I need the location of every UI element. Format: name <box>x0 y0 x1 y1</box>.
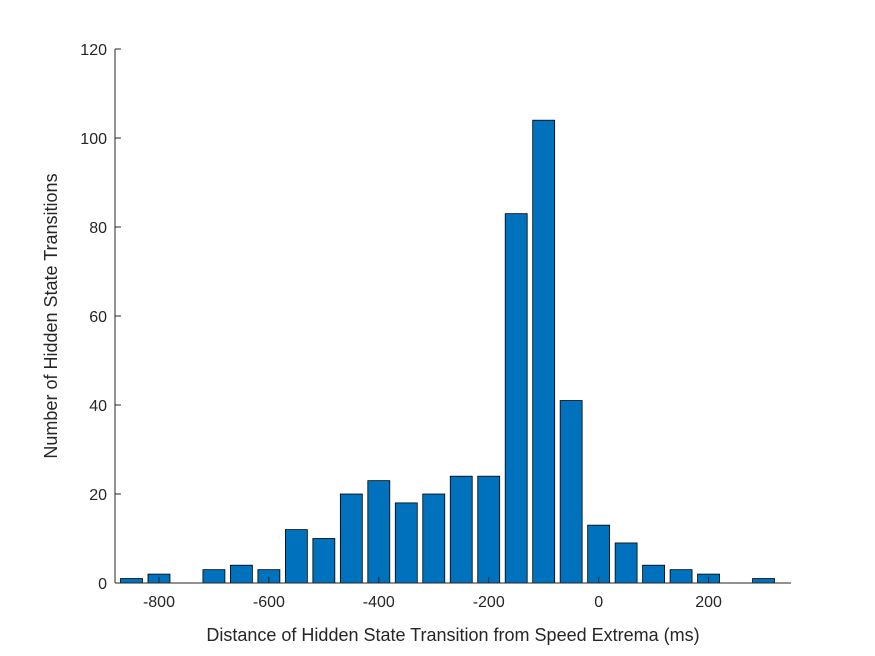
x-tick-label: -400 <box>363 594 395 611</box>
histogram-bar <box>642 564 665 584</box>
x-axis-label: Distance of Hidden State Transition from… <box>206 625 699 645</box>
y-tick-label: 40 <box>89 398 107 415</box>
y-tick-label: 80 <box>89 220 107 237</box>
histogram-bar <box>559 400 583 584</box>
y-axis-label: Number of Hidden State Transitions <box>41 173 61 458</box>
y-tick-label: 20 <box>89 487 107 504</box>
x-tick-label: -200 <box>473 594 505 611</box>
histogram-bar <box>422 493 446 584</box>
x-tick-label: -800 <box>143 594 175 611</box>
x-tick-label: -600 <box>253 594 285 611</box>
y-tick-label: 0 <box>98 576 107 593</box>
y-tick-label: 120 <box>80 42 107 59</box>
histogram-bar <box>312 538 336 584</box>
x-tick-label: 0 <box>594 594 603 611</box>
histogram-bar <box>477 475 501 584</box>
histogram-bar <box>394 502 418 584</box>
histogram-bar <box>449 475 473 584</box>
histogram-bar <box>532 119 556 584</box>
x-tick-label: 200 <box>695 594 722 611</box>
histogram-bar <box>339 493 363 584</box>
y-tick-label: 100 <box>80 131 107 148</box>
histogram-bar <box>587 524 611 584</box>
histogram-bar <box>669 569 693 584</box>
histogram-bar <box>230 564 253 584</box>
histogram-bar <box>284 529 308 584</box>
histogram-bar <box>202 569 226 584</box>
y-tick-label: 60 <box>89 309 107 326</box>
histogram-bar <box>367 480 391 584</box>
histogram-bar <box>504 213 528 584</box>
histogram-bar <box>752 578 775 584</box>
y-ticks-group: 0 20 40 60 80 100 120 <box>80 42 121 593</box>
histogram-bar <box>120 578 143 584</box>
histogram-bar <box>614 542 638 584</box>
bars-group <box>120 119 775 584</box>
x-ticks-group: -800 -600 -400 -200 0 200 <box>143 577 722 611</box>
